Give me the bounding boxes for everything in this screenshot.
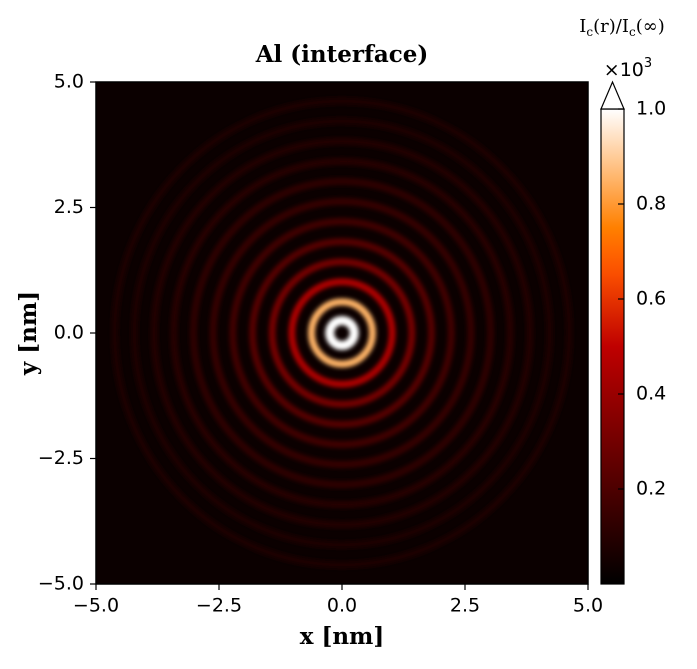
- colorbar-tick-label: 0.2: [636, 478, 666, 500]
- heatmap: [96, 82, 588, 584]
- y-tick-label: 5.0: [54, 71, 84, 93]
- chart-title: Al (interface): [255, 41, 429, 68]
- colorbar-offset: ×103: [604, 56, 652, 81]
- ring: [325, 315, 359, 351]
- colorbar-tick-label: 0.6: [636, 288, 666, 310]
- ring: [248, 238, 436, 428]
- ring: [229, 218, 455, 448]
- cb-label-part: (∞): [636, 16, 665, 37]
- ring: [130, 117, 554, 549]
- colorbar: [600, 108, 625, 585]
- x-tick-label: 2.5: [450, 595, 480, 617]
- x-tick-label: −2.5: [196, 595, 242, 617]
- x-tick-label: 0.0: [327, 595, 357, 617]
- cb-label-part: c: [629, 25, 636, 39]
- offset-part: 3: [644, 56, 652, 71]
- colorbar-tick-label: 0.4: [636, 383, 666, 405]
- y-tick-label: 0.0: [54, 322, 84, 344]
- x-tick-label: −5.0: [73, 595, 119, 617]
- ring: [288, 278, 396, 388]
- cb-label-part: c: [586, 25, 593, 39]
- y-tick-label: −5.0: [38, 573, 84, 595]
- y-axis-label: y [nm]: [15, 291, 42, 376]
- rings: [111, 97, 573, 569]
- ring: [170, 157, 514, 509]
- ring: [209, 197, 475, 469]
- heatmap-background: [96, 82, 588, 584]
- ring: [268, 258, 416, 408]
- y-tick-label: 2.5: [54, 196, 84, 218]
- x-tick-label: 5.0: [573, 595, 603, 617]
- colorbar-tick-label: 1.0: [636, 98, 666, 120]
- ring: [307, 298, 377, 368]
- cb-label-part: (r)/I: [593, 16, 629, 37]
- x-axis-label: x [nm]: [300, 623, 385, 650]
- ring: [111, 97, 573, 569]
- ring: [189, 177, 495, 489]
- ring: [150, 137, 534, 529]
- colorbar-label: Ic(r)/Ic(∞): [579, 16, 664, 39]
- cb-label-part: I: [579, 16, 586, 37]
- y-tick-label: −2.5: [38, 447, 84, 469]
- colorbar-extend: [600, 80, 625, 110]
- offset-part: ×10: [604, 59, 644, 81]
- colorbar-tick-label: 0.8: [636, 193, 666, 215]
